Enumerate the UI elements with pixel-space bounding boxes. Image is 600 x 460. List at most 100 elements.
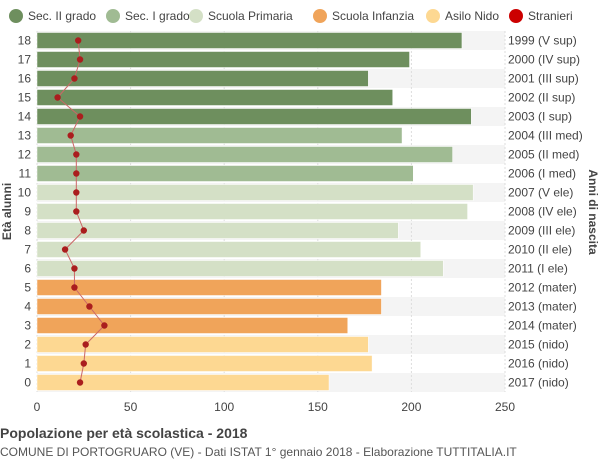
bar [36, 108, 472, 125]
stranieri-point [61, 246, 69, 253]
x-tick-label: 150 [308, 400, 328, 414]
stranieri-point [73, 151, 80, 158]
legend-label: Asilo Nido [445, 9, 499, 23]
y-tick-label: 12 [18, 148, 32, 162]
birth-year-label: 2003 (I sup) [508, 110, 572, 124]
stranieri-point [74, 37, 82, 44]
bar [36, 89, 393, 106]
birth-year-label: 2000 (IV sup) [508, 53, 580, 67]
bar [36, 336, 369, 353]
y-tick-label: 8 [24, 224, 31, 238]
bar [36, 260, 444, 277]
birth-year-label: 2007 (V ele) [508, 186, 573, 200]
bar [36, 317, 349, 334]
birth-year-label: 2017 (nido) [508, 376, 569, 390]
legend-item: Scuola Primaria [189, 9, 293, 23]
legend-item: Sec. II grado [9, 9, 96, 23]
birth-year-labels: 1999 (V sup) 2000 (IV sup) 2001 (III sup) 2… [508, 34, 583, 390]
stranieri-point [76, 113, 84, 120]
stranieri-point [71, 75, 78, 82]
stranieri-point [86, 303, 93, 310]
legend-swatch [313, 9, 327, 23]
birth-year-label: 2013 (mater) [508, 300, 577, 314]
legend-label: Scuola Infanzia [332, 9, 414, 23]
birth-year-label: 2012 (mater) [508, 281, 577, 295]
birth-year-label: 2014 (mater) [508, 319, 577, 333]
bar [36, 70, 369, 87]
y-tick-label: 5 [24, 281, 31, 295]
y-tick-label: 14 [18, 110, 32, 124]
bar [36, 203, 468, 220]
birth-year-label: 2011 (I ele) [508, 262, 568, 276]
x-tick-label: 0 [34, 400, 41, 414]
stranieri-point [73, 189, 80, 196]
birth-year-label: 2016 (nido) [508, 357, 569, 371]
chart: Sec. II grado Sec. I grado Scuola Primaria… [0, 9, 600, 414]
bar [36, 146, 453, 163]
legend-swatch [106, 9, 120, 23]
legend-swatch [509, 9, 523, 23]
bar [36, 127, 403, 144]
stranieri-point [101, 322, 108, 329]
legend-item: Stranieri [509, 9, 573, 23]
y-tick-label: 7 [24, 243, 31, 257]
chart-subtitle: COMUNE DI PORTOGRUARO (VE) - Dati ISTAT … [0, 445, 517, 459]
birth-year-label: 2010 (II ele) [508, 243, 572, 257]
y-tick-label: 3 [24, 319, 31, 333]
legend-swatch [426, 9, 440, 23]
stranieri-point [76, 56, 84, 63]
bar [36, 184, 474, 201]
stranieri-point [71, 284, 78, 291]
birth-year-label: 2005 (II med) [508, 148, 579, 162]
legend-item: Sec. I grado [106, 9, 190, 23]
stranieri-point [54, 94, 61, 101]
y-tick-label: 11 [19, 167, 32, 181]
y-tick-label: 9 [24, 205, 31, 219]
stranieri-point [80, 227, 88, 234]
y-tick-label: 17 [18, 53, 32, 67]
birth-year-label: 2006 (I med) [508, 167, 576, 181]
chart-title: Popolazione per età scolastica - 2018 [0, 425, 248, 441]
y-tick-label: 1 [24, 357, 31, 371]
bar [36, 51, 410, 68]
y-tick-label: 2 [24, 338, 31, 352]
birth-year-label: 2015 (nido) [508, 338, 569, 352]
y-tick-label: 18 [18, 34, 32, 48]
y-tick-label: 6 [24, 262, 31, 276]
x-tick-label: 250 [495, 400, 515, 414]
x-tick-label: 200 [401, 400, 421, 414]
stranieri-point [73, 170, 80, 177]
y-tick-label: 10 [18, 186, 32, 200]
bar [36, 222, 399, 239]
stranieri-point [71, 265, 78, 272]
x-tick-labels: 0 50 100 150 200 250 [34, 400, 516, 414]
legend-label: Scuola Primaria [208, 9, 293, 23]
legend-label: Sec. II grado [28, 9, 96, 23]
legend-item: Asilo Nido [426, 9, 499, 23]
legend-swatch [9, 9, 23, 23]
bar [36, 165, 414, 182]
birth-year-label: 2002 (II sup) [508, 91, 575, 105]
legend-label: Stranieri [528, 9, 573, 23]
stranieri-point [76, 379, 84, 386]
stranieri-points [54, 37, 108, 386]
birth-year-label: 2004 (III med) [508, 129, 583, 143]
stranieri-point [80, 360, 88, 367]
y-tick-label: 13 [18, 129, 32, 143]
y-tick-label: 16 [18, 72, 32, 86]
x-tick-label: 100 [214, 400, 234, 414]
legend: Sec. II grado Sec. I grado Scuola Primaria… [9, 9, 573, 23]
bar [36, 374, 330, 391]
legend-swatch [189, 9, 203, 23]
stranieri-point [67, 132, 74, 139]
y-tick-label: 15 [18, 91, 32, 105]
stranieri-point [82, 341, 89, 348]
birth-year-label: 2001 (III sup) [508, 72, 579, 86]
legend-item: Scuola Infanzia [313, 9, 414, 23]
bar [36, 241, 422, 258]
legend-label: Sec. I grado [125, 9, 190, 23]
right-axis-title: Anni di nascita [586, 169, 600, 255]
bar [36, 32, 463, 49]
bar [36, 355, 373, 372]
